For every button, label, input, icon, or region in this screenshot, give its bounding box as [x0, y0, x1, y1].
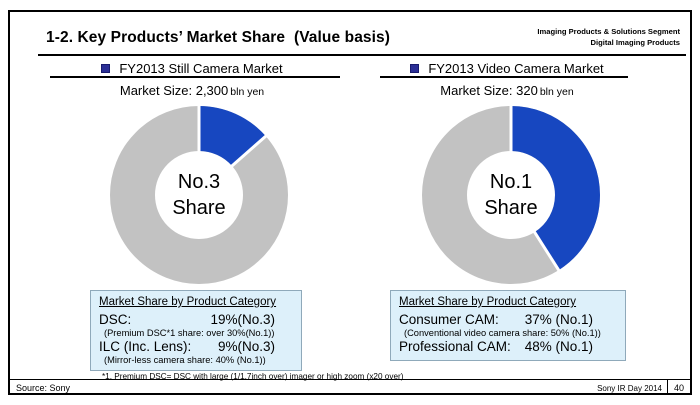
video-camera-donut-chart: No.1 Share	[419, 103, 603, 287]
video-legend-underline	[380, 76, 628, 78]
still-camera-legend-label: FY2013 Still Camera Market	[119, 60, 283, 76]
still-legend-underline	[50, 76, 340, 78]
ilc-label: ILC (Inc. Lens):	[99, 339, 192, 355]
ilc-value: 9%(No.3)	[217, 339, 275, 355]
segment-line2: Digital Imaging Products	[590, 38, 680, 47]
still-box-row-ilc: ILC (Inc. Lens): 9%(No.3)	[99, 339, 293, 355]
video-market-size-label: Market Size:	[440, 83, 517, 98]
still-box-row-dsc: DSC: 19%(No.3)	[99, 312, 293, 328]
consumer-cam-label: Consumer CAM:	[399, 312, 499, 327]
mirrorless-note: (Mirror-less camera share: 40% (No.1))	[104, 354, 266, 365]
video-box-title: Market Share by Product Category	[399, 296, 577, 308]
still-market-size-value: 2,300	[195, 83, 229, 98]
video-camera-legend-label: FY2013 Video Camera Market	[428, 60, 604, 76]
still-market-size-label: Market Size:	[119, 83, 196, 98]
video-donut-center-label: No.1 Share	[419, 103, 603, 287]
donut-chart-svg	[422, 104, 600, 284]
professional-cam-label: Professional CAM:	[399, 339, 511, 355]
segment-header: Imaging Products & Solutions Segment Dig…	[537, 26, 680, 48]
still-donut-center-label: No.3 Share	[107, 103, 291, 287]
page-number: 40	[673, 383, 684, 393]
still-market-size: Market Size: 2,300 bln yen	[42, 83, 342, 98]
slide: 1-2. Key Products’ Market Share (Value b…	[8, 10, 692, 395]
video-camera-legend: FY2013 Video Camera Market	[362, 60, 652, 76]
still-market-size-unit: bln yen	[230, 86, 265, 98]
still-camera-donut-chart: No.3 Share	[107, 103, 291, 287]
video-box-row-consumer: Consumer CAM: 37% (No.1)	[399, 312, 617, 328]
page-number-divider	[667, 380, 668, 393]
video-market-size-unit: bln yen	[539, 86, 574, 98]
source-label: Source: Sony	[16, 383, 71, 393]
still-rank-text: No.3	[177, 171, 221, 193]
video-rank-text: No.1	[489, 171, 533, 193]
video-market-share-box: Market Share by Product Category Consume…	[390, 290, 626, 361]
still-camera-legend: FY2013 Still Camera Market	[42, 60, 342, 76]
premium-dsc-note: (Premium DSC*1 share: over 30%(No.1))	[104, 327, 275, 338]
video-box-row-professional: Professional CAM: 48% (No.1)	[399, 339, 617, 355]
dsc-value: 19%(No.3)	[210, 312, 275, 327]
dsc-label: DSC:	[99, 312, 132, 327]
conventional-video-note: (Conventional video camera share: 50% (N…	[404, 327, 601, 338]
footer-divider	[10, 379, 690, 380]
segment-line1: Imaging Products & Solutions Segment	[537, 27, 680, 36]
still-share-text: Share	[172, 197, 226, 219]
legend-square-icon	[410, 63, 420, 73]
legend-square-icon	[101, 63, 111, 73]
video-share-text: Share	[484, 197, 538, 219]
professional-cam-value: 48% (No.1)	[524, 339, 593, 355]
donut-chart-svg	[110, 104, 288, 284]
still-market-share-box: Market Share by Product Category DSC: 19…	[90, 290, 302, 371]
title-divider	[38, 54, 686, 56]
video-market-size: Market Size: 320 bln yen	[362, 83, 652, 98]
slide-title: 1-2. Key Products’ Market Share (Value b…	[46, 29, 391, 46]
consumer-cam-value: 37% (No.1)	[524, 312, 593, 327]
still-box-title: Market Share by Product Category	[99, 296, 277, 308]
video-market-size-value: 320	[516, 83, 538, 98]
footer-event-label: Sony IR Day 2014	[597, 383, 662, 393]
premium-dsc-footnote: *1. Premium DSC= DSC with large (1/1.7in…	[102, 371, 404, 381]
